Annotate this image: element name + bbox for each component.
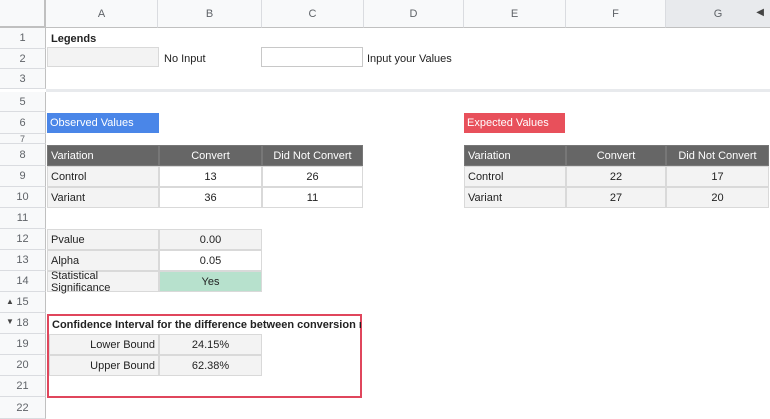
pvalue-value: 0.00 [159,229,262,250]
expand-rows-down-icon[interactable]: ▼ [6,317,14,326]
upper-bound-value: 62.38% [159,355,262,376]
expected-row-variant-label: Variant [464,187,566,208]
select-all-corner[interactable] [0,0,46,28]
column-header-c[interactable]: C [262,0,364,28]
row-header-7[interactable]: 7 [0,134,46,144]
row-header-9[interactable]: 9 [0,166,46,187]
ci-title: Confidence Interval for the difference b… [52,318,361,331]
observed-control-did-not-convert[interactable]: 26 [262,166,363,187]
row-header-1[interactable]: 1 [0,28,46,49]
legends-title: Legends [51,32,97,45]
expected-row-control-label: Control [464,166,566,187]
row-header-15-label: 15 [16,296,29,308]
column-header-e[interactable]: E [464,0,566,28]
row-header-12[interactable]: 12 [0,229,46,250]
observed-row-variant-label: Variant [47,187,159,208]
expected-header-did-not-convert: Did Not Convert [666,145,769,166]
legend-no-input-label: No Input [164,53,206,65]
row-header-5[interactable]: 5 [0,92,46,112]
column-header-a[interactable]: A [46,0,158,28]
expected-header-convert: Convert [566,145,666,166]
lower-bound-label: Lower Bound [49,334,159,355]
row-header-6[interactable]: 6 [0,112,46,134]
row-header-3[interactable]: 3 [0,69,46,89]
observed-header-convert: Convert [159,145,262,166]
legend-no-input-swatch [47,47,159,67]
expected-values-title: Expected Values [464,113,565,133]
legend-input-label: Input your Values [367,53,452,65]
expand-rows-up-icon[interactable]: ▲ [6,297,14,306]
row-header-2[interactable]: 2 [0,49,46,69]
pvalue-label: Pvalue [47,229,159,250]
expected-control-did-not-convert: 17 [666,166,769,187]
observed-variant-convert[interactable]: 36 [159,187,262,208]
observed-header-did-not-convert: Did Not Convert [262,145,363,166]
row-header-18[interactable]: 18 [0,313,46,334]
row-header-18-label: 18 [16,317,29,329]
expected-variant-did-not-convert: 20 [666,187,769,208]
alpha-input[interactable]: 0.05 [159,250,262,271]
column-header-b[interactable]: B [158,0,262,28]
observed-values-title: Observed Values [47,113,159,133]
row-header-22[interactable]: 22 [0,397,46,419]
expected-header-variation: Variation [464,145,566,166]
row-header-10[interactable]: 10 [0,187,46,208]
observed-row-control-label: Control [47,166,159,187]
column-header-d[interactable]: D [364,0,464,28]
observed-control-convert[interactable]: 13 [159,166,262,187]
row-header-8[interactable]: 8 [0,144,46,166]
legend-input-swatch[interactable] [261,47,363,67]
observed-header-variation: Variation [47,145,159,166]
upper-bound-label: Upper Bound [49,355,159,376]
row-header-21[interactable]: 21 [0,376,46,397]
row-header-11[interactable]: 11 [0,208,46,229]
confidence-interval-box [47,314,362,398]
significance-label: Statistical Significance [47,270,159,294]
expected-control-convert: 22 [566,166,666,187]
significance-value: Yes [159,271,262,292]
row-header-15[interactable]: 15 [0,292,46,313]
column-header-g[interactable]: G [666,0,770,28]
expected-variant-convert: 27 [566,187,666,208]
column-header-g-label: G [713,7,723,20]
scroll-left-icon[interactable]: ◀ [756,7,764,18]
alpha-label: Alpha [47,250,159,271]
row-header-13[interactable]: 13 [0,250,46,271]
column-header-f[interactable]: F [566,0,666,28]
row-header-19[interactable]: 19 [0,334,46,355]
hidden-row-divider [46,89,770,92]
row-header-20[interactable]: 20 [0,355,46,376]
lower-bound-value: 24.15% [159,334,262,355]
row-header-14[interactable]: 14 [0,271,46,292]
observed-variant-did-not-convert[interactable]: 11 [262,187,363,208]
